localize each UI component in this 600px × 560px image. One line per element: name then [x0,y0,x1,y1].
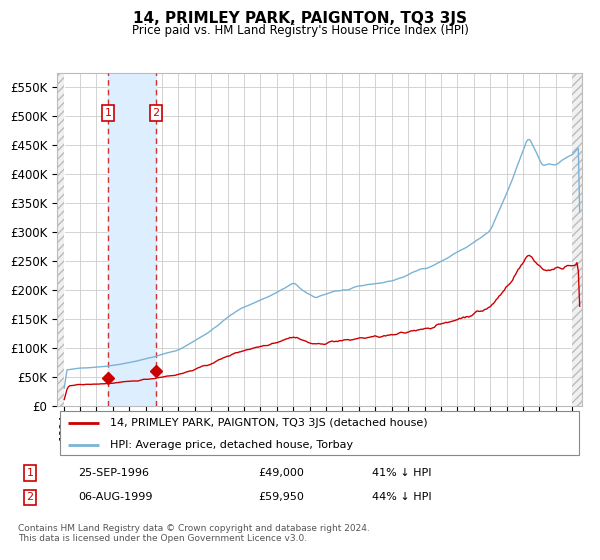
Text: 1: 1 [26,468,34,478]
Bar [108,73,156,406]
Text: £49,000: £49,000 [258,468,304,478]
FancyBboxPatch shape [59,412,580,455]
Bar [57,73,64,406]
Text: 2: 2 [152,108,160,118]
Text: 44% ↓ HPI: 44% ↓ HPI [372,492,431,502]
Text: 25-SEP-1996: 25-SEP-1996 [78,468,149,478]
Text: 14, PRIMLEY PARK, PAIGNTON, TQ3 3JS: 14, PRIMLEY PARK, PAIGNTON, TQ3 3JS [133,11,467,26]
Bar [57,73,64,406]
Text: 14, PRIMLEY PARK, PAIGNTON, TQ3 3JS (detached house): 14, PRIMLEY PARK, PAIGNTON, TQ3 3JS (det… [110,418,427,428]
Text: HPI: Average price, detached house, Torbay: HPI: Average price, detached house, Torb… [110,440,353,450]
Text: 1: 1 [104,108,112,118]
Text: Price paid vs. HM Land Registry's House Price Index (HPI): Price paid vs. HM Land Registry's House … [131,24,469,36]
Text: 2: 2 [26,492,34,502]
Text: 41% ↓ HPI: 41% ↓ HPI [372,468,431,478]
Text: £59,950: £59,950 [258,492,304,502]
Text: 06-AUG-1999: 06-AUG-1999 [78,492,152,502]
Text: Contains HM Land Registry data © Crown copyright and database right 2024.
This d: Contains HM Land Registry data © Crown c… [18,524,370,543]
Bar [572,73,582,406]
